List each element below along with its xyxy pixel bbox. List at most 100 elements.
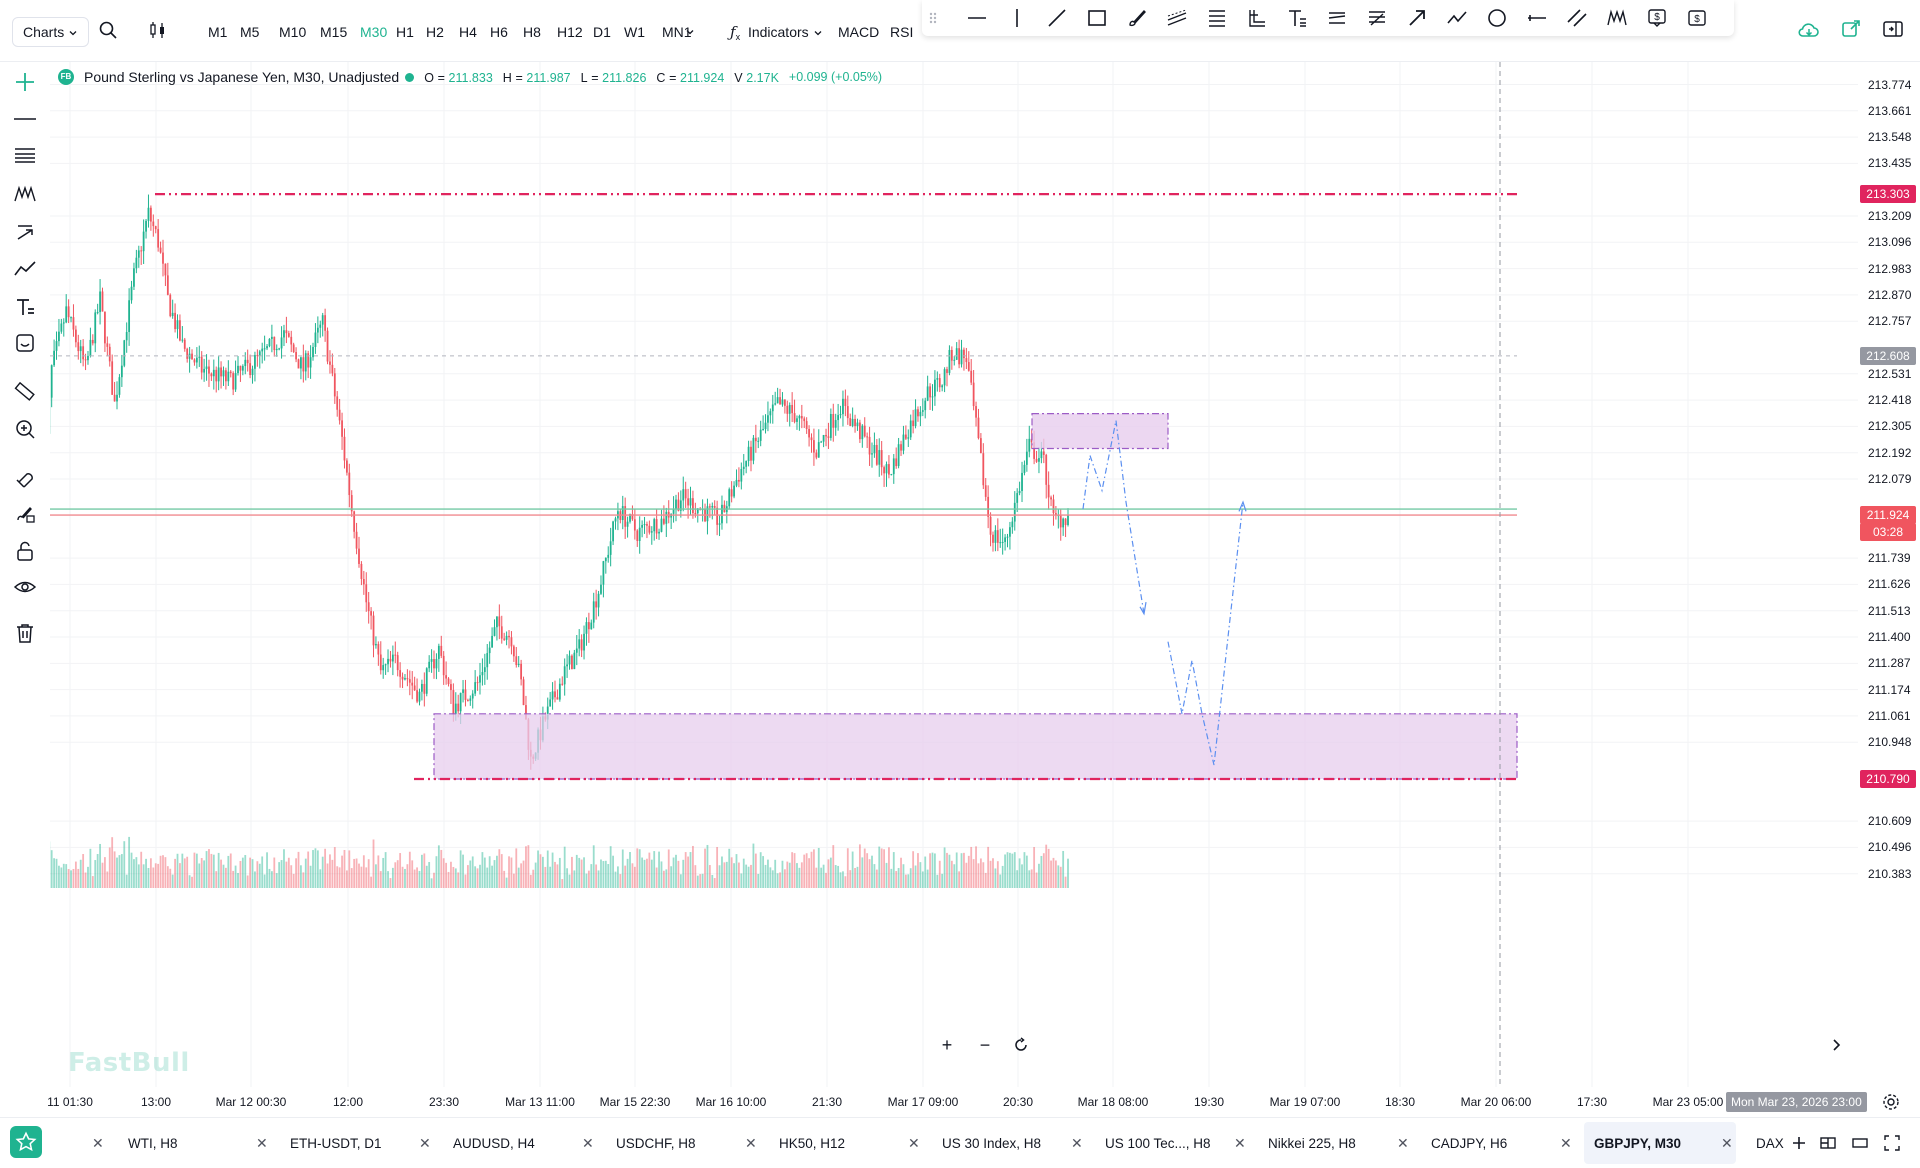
symbol-tab[interactable]: US 100 Tec..., H8 [1105,1122,1211,1164]
symbol-tab[interactable]: WTI, H8 [128,1122,178,1164]
vertical-line-tool-icon[interactable] [1004,5,1030,31]
line-tool-icon[interactable] [10,104,40,134]
close-tab-icon[interactable]: ✕ [1071,1135,1083,1151]
timeframe-h4[interactable]: H4 [459,24,477,40]
timeframe-h8[interactable]: H8 [523,24,541,40]
symbol-tab[interactable]: DAX [1756,1122,1784,1164]
timeframe-w1[interactable]: W1 [624,24,645,40]
fullscreen-icon[interactable] [1884,1135,1900,1151]
text-tool-icon[interactable] [10,292,40,322]
pattern-tool-icon[interactable] [1604,5,1630,31]
crosshair-tool-icon[interactable] [10,67,40,97]
gann-fan-tool-icon[interactable] [1364,5,1390,31]
time-axis[interactable]: 11 01:30 Mar 12 00:30 13:00 12:00 23:30 Mar 1… [47,1087,1867,1117]
close-tab-icon[interactable]: ✕ [92,1135,104,1151]
timeframe-m5[interactable]: M5 [240,24,260,40]
pitchfork-tool-icon[interactable] [1324,5,1350,31]
rsi-button[interactable]: RSI [890,24,914,40]
symbol-tab[interactable]: CADJPY, H6 [1431,1122,1507,1164]
indicators-button[interactable]: ƒx Indicators [730,20,823,44]
close-tab-icon[interactable]: ✕ [1234,1135,1246,1151]
arrow-tool-icon[interactable] [1404,5,1430,31]
timeframe-h12[interactable]: H12 [557,24,583,40]
volume-bar [839,872,842,888]
eye-icon[interactable] [10,572,40,602]
chart-pane[interactable] [50,62,1858,1087]
zoom-in-icon[interactable] [10,414,40,444]
symbol-tab[interactable]: Nikkei 225, H8 [1268,1122,1356,1164]
rectangle-tool-icon[interactable] [1084,5,1110,31]
timeframe-d1[interactable]: D1 [593,24,611,40]
more-timeframes-chevron-icon[interactable] [685,20,695,44]
cloud-save-icon[interactable] [1797,18,1821,42]
candle-body [89,339,92,356]
price-chart[interactable] [50,62,1858,1087]
zoom-out-button[interactable]: − [979,1034,991,1055]
layout-split-icon[interactable] [1820,1135,1836,1151]
close-tab-icon[interactable]: ✕ [419,1135,431,1151]
ruler-icon[interactable] [10,376,40,406]
timeframe-m10[interactable]: M10 [279,24,307,40]
timeframe-mn1[interactable]: MN1 [662,24,692,40]
external-link-icon[interactable] [1840,18,1862,42]
window-icon[interactable] [1852,1135,1868,1151]
favorites-star-button[interactable] [10,1126,42,1158]
magnet-icon[interactable] [10,462,40,492]
timeframe-m1[interactable]: M1 [208,24,228,40]
close-tab-icon[interactable]: ✕ [1560,1135,1572,1151]
timeframe-h2[interactable]: H2 [426,24,444,40]
timeframe-m15[interactable]: M15 [320,24,348,40]
ray-tool-icon[interactable] [1524,5,1550,31]
candlestick-icon[interactable] [148,20,168,44]
brush-tool-icon[interactable] [1124,5,1150,31]
unlock-icon[interactable] [10,536,40,566]
horizontal-line-tool-icon[interactable] [964,5,990,31]
double-line-tool-icon[interactable] [1564,5,1590,31]
timeframe-m30[interactable]: M30 [360,24,388,40]
timeframe-h6[interactable]: H6 [490,24,508,40]
reset-chart-icon[interactable] [1008,1032,1034,1058]
scroll-to-realtime-icon[interactable] [1823,1032,1849,1058]
symbol-title[interactable]: Pound Sterling vs Japanese Yen, M30, Una… [84,69,400,85]
polyline-tool-icon[interactable] [1444,5,1470,31]
trash-icon[interactable] [10,618,40,648]
price-note-tool-icon[interactable]: $ [1644,5,1670,31]
trend-line-tool-icon[interactable] [1044,5,1070,31]
add-tab-icon[interactable] [1791,1135,1807,1151]
fib-arc-tool-icon[interactable] [1244,5,1270,31]
polyline-tool-icon[interactable] [10,254,40,284]
close-tab-icon[interactable]: ✕ [1397,1135,1409,1151]
candle-body [885,464,888,474]
text-tool-icon[interactable] [1284,5,1310,31]
close-tab-icon[interactable]: ✕ [1721,1135,1733,1151]
price-label-tool-icon[interactable]: $ [1684,5,1710,31]
fib-retracement-tool-icon[interactable] [1204,5,1230,31]
close-tab-icon[interactable]: ✕ [256,1135,268,1151]
symbol-tab[interactable]: AUDUSD, H4 [453,1122,535,1164]
volume-bar [612,855,614,888]
symbol-tab[interactable]: ETH-USDT, D1 [290,1122,382,1164]
charts-menu-button[interactable]: Charts [12,17,90,47]
close-tab-icon[interactable]: ✕ [908,1135,920,1151]
collapse-panel-icon[interactable] [1882,18,1904,42]
timeframe-h1[interactable]: H1 [396,24,414,40]
price-scale[interactable]: 213.774 213.661 213.548 213.435 213.209 213.0… [1858,62,1920,1087]
symbol-tab[interactable]: USDCHF, H8 [616,1122,696,1164]
forecast-tool-icon[interactable] [10,216,40,246]
pattern-tool-icon[interactable] [10,179,40,209]
close-tab-icon[interactable]: ✕ [582,1135,594,1151]
zoom-in-button[interactable]: + [941,1034,953,1055]
macd-button[interactable]: MACD [838,24,880,40]
settings-icon[interactable] [1882,1093,1902,1113]
symbol-tab[interactable]: US 30 Index, H8 [942,1122,1041,1164]
symbol-tab[interactable]: GBPJPY, M30 [1584,1122,1736,1164]
close-tab-icon[interactable]: ✕ [745,1135,757,1151]
circle-tool-icon[interactable] [1484,5,1510,31]
search-icon[interactable] [98,20,118,44]
emoji-tool-icon[interactable] [10,328,40,358]
drag-handle-icon[interactable] [926,5,940,31]
symbol-tab[interactable]: HK50, H12 [779,1122,845,1164]
lock-drawing-icon[interactable] [10,498,40,528]
fibonacci-tool-icon[interactable] [10,141,40,171]
parallel-channel-tool-icon[interactable] [1164,5,1190,31]
